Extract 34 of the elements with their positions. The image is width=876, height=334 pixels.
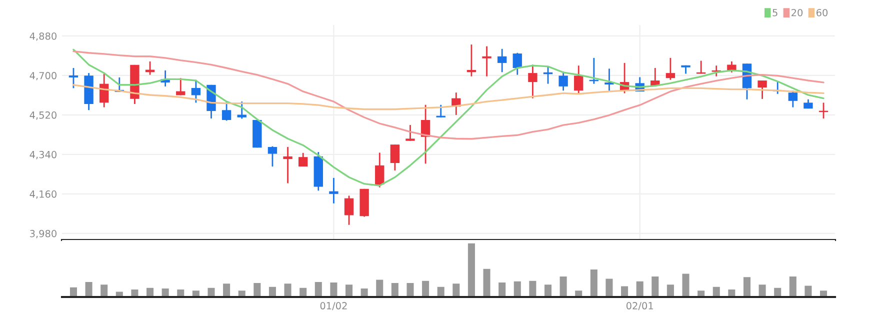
legend-label: 20 xyxy=(792,8,803,16)
line-series xyxy=(72,48,824,186)
candlestick xyxy=(528,64,538,99)
y-tick-label: 3,980 xyxy=(30,230,56,238)
y-tick-label: 4,700 xyxy=(30,72,56,80)
candlestick xyxy=(436,104,446,118)
candlestick xyxy=(268,146,278,168)
candlestick xyxy=(390,144,400,172)
candlestick xyxy=(191,79,201,104)
candlestick xyxy=(283,146,292,184)
candlestick xyxy=(758,80,767,100)
candlestick xyxy=(237,100,246,120)
x-tick-label: 02/01 xyxy=(626,302,653,310)
y-tick-label: 4,160 xyxy=(30,190,56,199)
candlestick xyxy=(68,67,78,89)
candlestick xyxy=(329,177,338,204)
y-tick-label: 4,340 xyxy=(30,150,56,160)
legend-label: 5 xyxy=(772,9,778,16)
candlestick xyxy=(482,46,492,78)
y-tick-label: 4,520 xyxy=(30,111,56,120)
line-series xyxy=(72,50,824,140)
candlestick xyxy=(574,64,584,94)
y-tick-label: 4,880 xyxy=(30,32,56,41)
candlestick xyxy=(406,124,415,142)
candlestick xyxy=(344,194,354,226)
candlestick xyxy=(512,52,522,76)
candlestick xyxy=(375,152,384,188)
candlestick xyxy=(298,152,308,168)
candlestick xyxy=(604,68,614,92)
candlestick xyxy=(497,48,507,73)
candlestick xyxy=(666,57,676,81)
legend-label: 60 xyxy=(816,8,828,16)
x-tick-label: 01/02 xyxy=(320,302,347,310)
candlestick xyxy=(558,70,568,92)
